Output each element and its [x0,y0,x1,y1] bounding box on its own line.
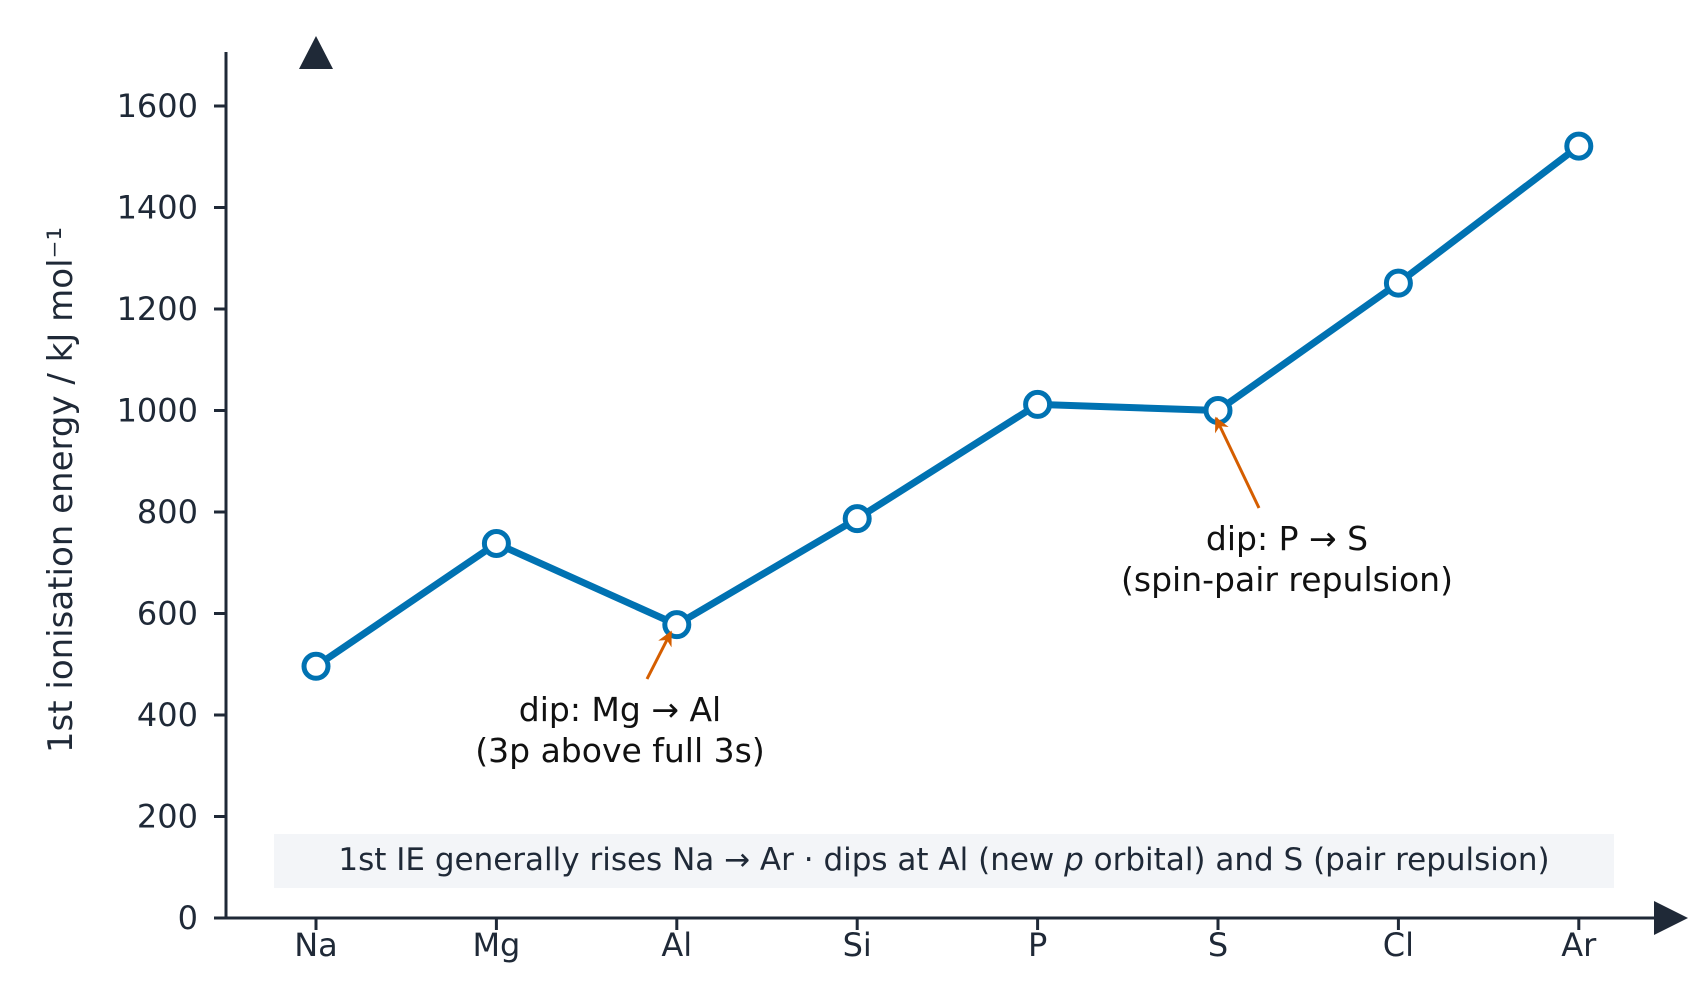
x-tick-label-s: S [1208,926,1228,964]
y-tick-label: 800 [137,493,198,531]
y-tick-label: 600 [137,595,198,633]
data-point-p [1023,389,1053,419]
series-line [312,142,1583,670]
x-tick-label-na: Na [294,926,338,964]
data-point-na [301,651,331,681]
annotation-s-line1: dip: P → S [1206,519,1368,558]
y-axis-title: 1st ionisation energy / kJ mol⁻¹ [41,227,81,753]
x-tick-label-cl: Cl [1383,926,1414,964]
y-tick-label: 1600 [117,87,198,125]
y-tick-label: 0 [178,899,198,937]
x-tick-label-p: P [1028,926,1047,964]
y-tick-label: 1200 [117,290,198,328]
annotation-al-line1: dip: Mg → Al [519,690,721,729]
note-text: 1st IE generally rises Na → Ar · dips at… [338,842,1549,878]
y-tick-label: 200 [137,798,198,836]
x-tick-label-si: Si [843,926,872,964]
annotation-arrow-s [1214,416,1261,509]
x-tick-label-ar: Ar [1561,926,1597,964]
data-point-al [662,610,692,640]
annotation-arrow-al [645,630,673,680]
y-tick-label: 1000 [117,392,198,430]
y-tick-label: 400 [137,696,198,734]
note-background [274,834,1614,888]
y-tick-label: 1400 [117,189,198,227]
x-tick-label-mg: Mg [472,926,520,964]
x-axis-arrow-icon [1654,901,1688,935]
data-point-si [842,504,872,534]
x-tick-label-al: Al [661,926,692,964]
annotation-al-line2: (3p above full 3s) [475,731,764,770]
y-axis-arrow-icon [299,36,333,69]
data-point-mg [481,528,511,558]
data-point-ar [1564,131,1594,161]
data-point-cl [1383,268,1413,298]
annotation-s-line2: (spin-pair repulsion) [1121,560,1453,599]
